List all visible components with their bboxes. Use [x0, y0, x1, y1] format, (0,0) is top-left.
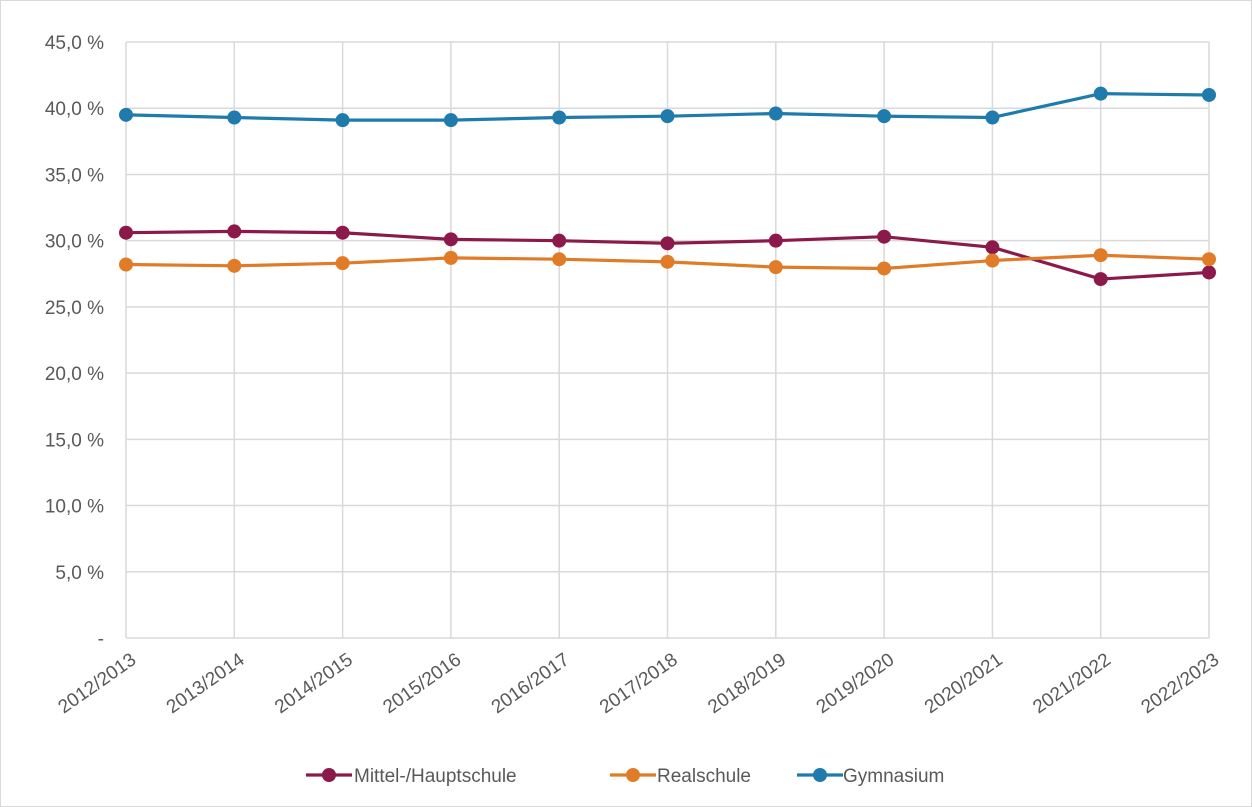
data-point	[1093, 248, 1108, 263]
data-point	[335, 225, 350, 240]
x-tick-label: 2019/2020	[813, 649, 899, 718]
data-point	[985, 240, 1000, 255]
y-tick-label: 25,0 %	[45, 298, 104, 319]
data-point	[443, 113, 458, 128]
data-point	[1093, 86, 1108, 101]
data-point	[552, 233, 567, 248]
x-tick-label: 2018/2019	[704, 649, 790, 718]
y-tick-label: 30,0 %	[45, 232, 104, 253]
data-point	[443, 250, 458, 265]
data-point	[119, 107, 133, 122]
data-point	[877, 261, 892, 276]
x-tick-label: 2022/2023	[1138, 649, 1224, 718]
legend-label: Realschule	[657, 766, 751, 787]
data-point	[877, 229, 892, 244]
x-tick-label: 2014/2015	[271, 649, 357, 718]
legend-marker	[322, 768, 336, 782]
data-point	[227, 110, 242, 125]
data-point	[119, 225, 133, 240]
data-point	[985, 110, 1000, 125]
data-point	[877, 109, 892, 124]
legend-label: Gymnasium	[843, 766, 944, 787]
x-tick-label: 2020/2021	[921, 649, 1007, 718]
legend-marker	[626, 768, 640, 782]
data-point	[227, 224, 242, 239]
data-point	[335, 113, 350, 128]
y-tick-label: 10,0 %	[45, 497, 104, 518]
legend-label: Mittel-/Hauptschule	[354, 766, 517, 787]
data-point	[660, 109, 675, 124]
x-tick-label: 2013/2014	[163, 649, 249, 718]
y-tick-label: 40,0 %	[45, 99, 104, 120]
data-point	[768, 260, 783, 275]
x-tick-label: 2012/2013	[55, 649, 141, 718]
data-point	[1202, 265, 1216, 280]
x-tick-label: 2021/2022	[1029, 649, 1115, 718]
data-point	[768, 106, 783, 121]
data-point	[985, 253, 1000, 268]
y-tick-label: -	[98, 629, 104, 650]
data-point	[552, 252, 567, 267]
y-tick-label: 5,0 %	[55, 563, 104, 584]
y-tick-label: 20,0 %	[45, 364, 104, 385]
x-tick-label: 2016/2017	[488, 649, 574, 718]
data-point	[335, 256, 350, 271]
data-point	[660, 236, 675, 251]
data-point	[768, 233, 783, 248]
y-tick-label: 45,0 %	[45, 33, 104, 54]
x-tick-label: 2015/2016	[379, 649, 465, 718]
data-point	[660, 254, 675, 269]
data-point	[552, 110, 567, 125]
legend-marker	[813, 768, 827, 782]
x-tick-label: 2017/2018	[596, 649, 682, 718]
data-point	[227, 258, 242, 273]
y-tick-label: 15,0 %	[45, 430, 104, 451]
data-point	[1202, 252, 1216, 267]
data-point	[443, 232, 458, 247]
y-tick-label: 35,0 %	[45, 165, 104, 186]
data-point	[1202, 87, 1216, 102]
data-point	[119, 257, 133, 272]
data-point	[1093, 272, 1108, 287]
